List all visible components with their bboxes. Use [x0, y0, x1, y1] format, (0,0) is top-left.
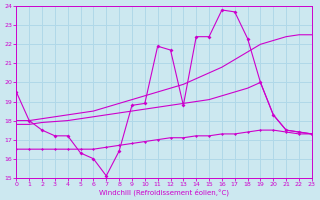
X-axis label: Windchill (Refroidissement éolien,°C): Windchill (Refroidissement éolien,°C): [99, 188, 229, 196]
